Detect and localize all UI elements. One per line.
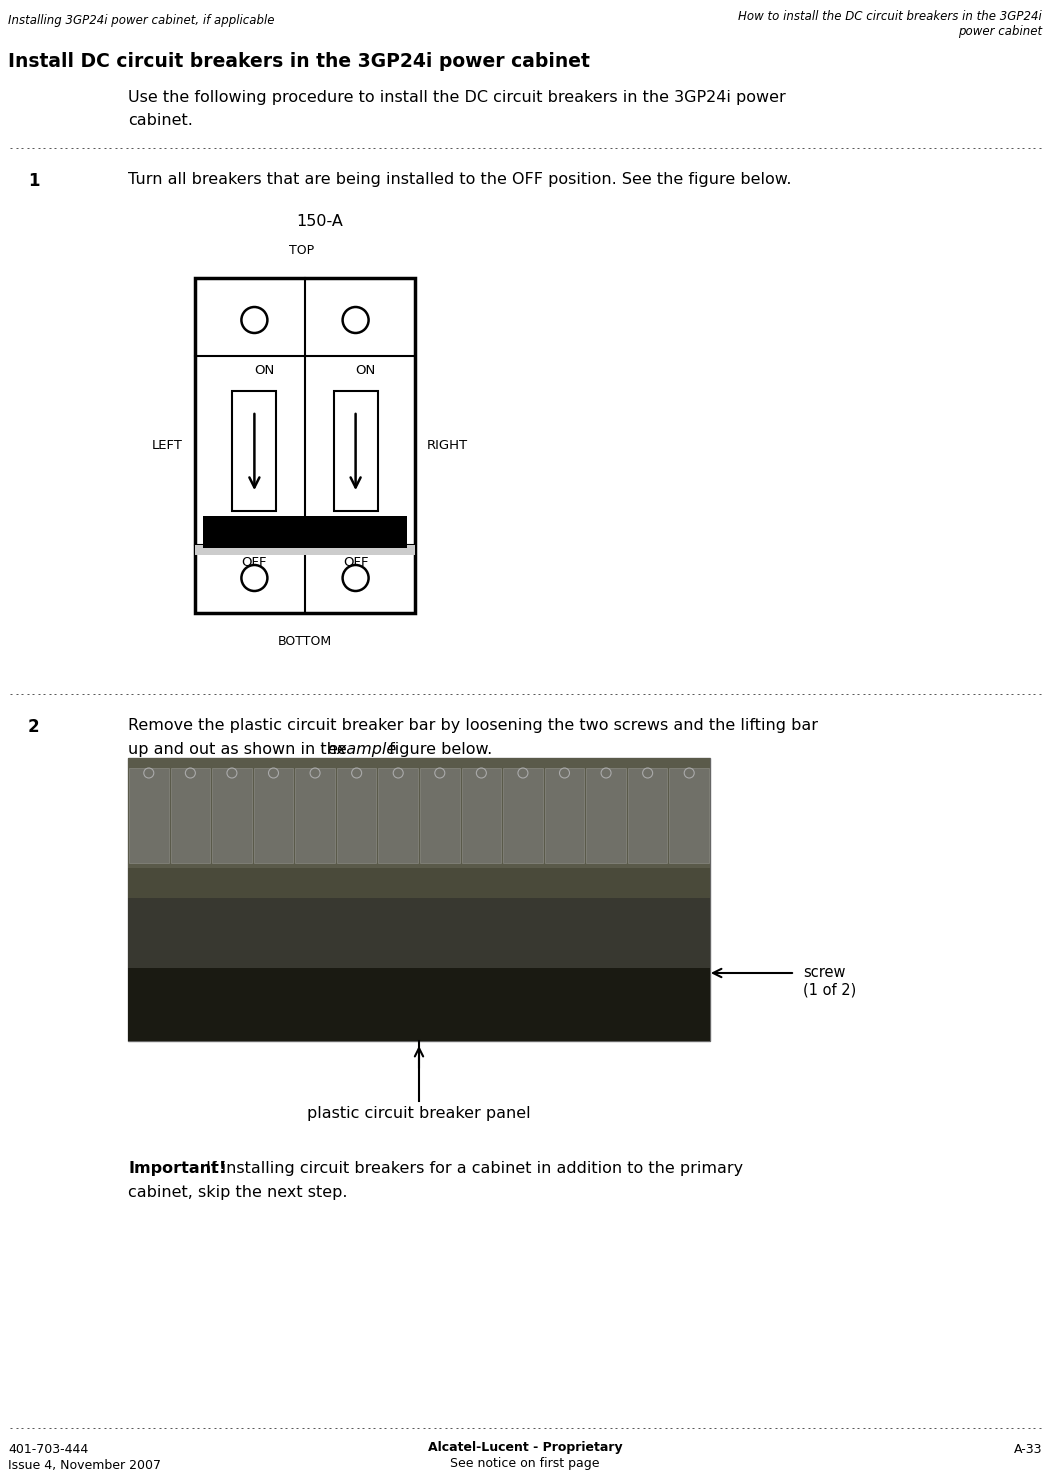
Text: Alcatel-Lucent - Proprietary: Alcatel-Lucent - Proprietary	[427, 1441, 623, 1454]
Text: LEFT: LEFT	[152, 439, 183, 452]
Text: OFF: OFF	[242, 556, 267, 570]
Text: Important!: Important!	[128, 1161, 226, 1176]
Text: See notice on first page: See notice on first page	[450, 1457, 600, 1471]
Bar	[232, 392, 276, 511]
Text: screw
(1 of 2): screw (1 of 2)	[803, 966, 856, 998]
Text: Issue 4, November 2007: Issue 4, November 2007	[8, 1459, 161, 1472]
Bar	[129, 768, 169, 863]
Text: ON: ON	[356, 364, 376, 377]
Text: plastic circuit breaker panel: plastic circuit breaker panel	[308, 1105, 531, 1122]
Bar	[545, 768, 584, 863]
Text: 1: 1	[28, 172, 40, 190]
Text: BOTTOM: BOTTOM	[278, 634, 332, 648]
Text: 401-703-444: 401-703-444	[8, 1443, 88, 1456]
Text: Remove the plastic circuit breaker bar by loosening the two screws and the lifti: Remove the plastic circuit breaker bar b…	[128, 718, 818, 733]
Text: How to install the DC circuit breakers in the 3GP24i
power cabinet: How to install the DC circuit breakers i…	[738, 10, 1042, 38]
Bar	[420, 768, 460, 863]
Bar	[503, 768, 543, 863]
Text: cabinet.: cabinet.	[128, 113, 193, 128]
Text: figure below.: figure below.	[384, 742, 492, 757]
Text: 2: 2	[28, 718, 40, 736]
Text: Turn all breakers that are being installed to the OFF position. See the figure b: Turn all breakers that are being install…	[128, 172, 792, 187]
Bar	[586, 768, 626, 863]
Bar	[203, 517, 407, 548]
Bar	[254, 768, 293, 863]
Text: Installing 3GP24i power cabinet, if applicable: Installing 3GP24i power cabinet, if appl…	[8, 15, 274, 26]
Text: 150-A: 150-A	[296, 213, 343, 230]
Bar	[128, 898, 710, 969]
Bar	[334, 392, 378, 511]
Bar	[128, 969, 710, 1041]
Text: Install DC circuit breakers in the 3GP24i power cabinet: Install DC circuit breakers in the 3GP24…	[8, 52, 590, 71]
Bar	[337, 768, 377, 863]
Bar	[170, 768, 210, 863]
Bar	[212, 768, 252, 863]
Bar	[195, 545, 415, 555]
Bar	[378, 768, 418, 863]
Text: Use the following procedure to install the DC circuit breakers in the 3GP24i pow: Use the following procedure to install t…	[128, 90, 785, 105]
Bar	[128, 868, 710, 898]
Text: ON: ON	[254, 364, 275, 377]
Bar	[295, 768, 335, 863]
Text: example: example	[327, 742, 396, 757]
Bar	[128, 758, 710, 1041]
Bar	[462, 768, 501, 863]
Bar	[128, 758, 710, 868]
Bar	[195, 278, 415, 612]
Bar	[670, 768, 709, 863]
Text: OFF: OFF	[343, 556, 369, 570]
Text: TOP: TOP	[290, 244, 315, 258]
Bar	[628, 768, 668, 863]
Text: If installing circuit breakers for a cabinet in addition to the primary: If installing circuit breakers for a cab…	[201, 1161, 743, 1176]
Text: up and out as shown in the: up and out as shown in the	[128, 742, 352, 757]
Text: cabinet, skip the next step.: cabinet, skip the next step.	[128, 1185, 348, 1200]
Text: RIGHT: RIGHT	[427, 439, 468, 452]
Text: A-33: A-33	[1013, 1443, 1042, 1456]
